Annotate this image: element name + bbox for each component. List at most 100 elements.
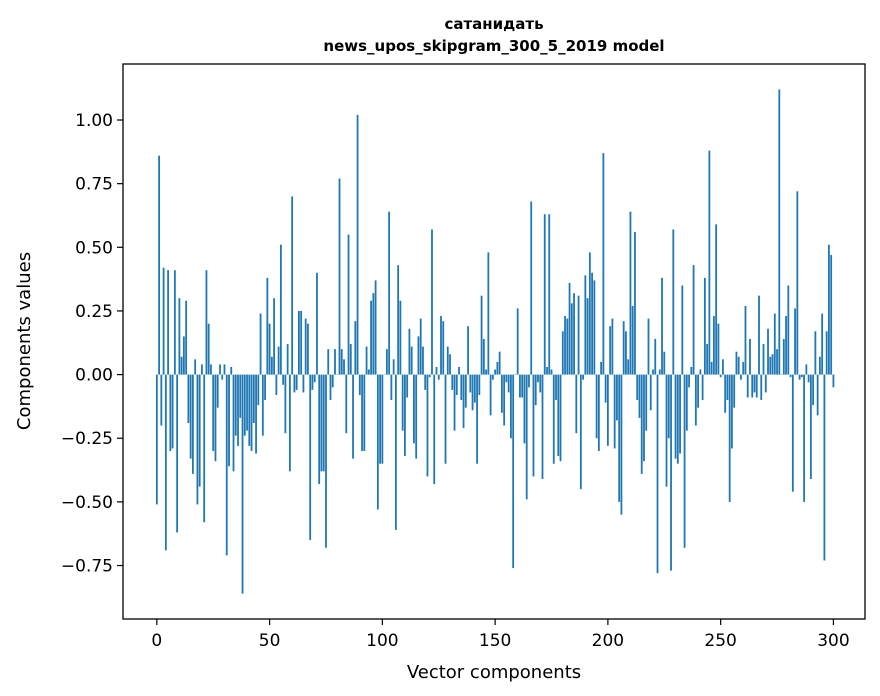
bar-157	[510, 374, 512, 439]
bar-297	[825, 331, 828, 375]
bar-195	[595, 374, 598, 439]
bar-16	[192, 374, 194, 474]
bar-171	[541, 374, 544, 479]
bar-299	[830, 254, 833, 375]
bar-77	[329, 374, 332, 401]
bar-215	[640, 374, 643, 474]
bar-139	[469, 374, 472, 393]
bar-127	[442, 321, 445, 375]
bar-60	[291, 196, 294, 375]
bar-61	[293, 374, 296, 393]
bar-249	[717, 323, 720, 375]
bar-221	[654, 338, 657, 375]
bar-231	[676, 374, 679, 464]
bar-294	[818, 356, 821, 375]
bar-124	[435, 366, 438, 375]
bar-275	[776, 349, 778, 375]
bar-219	[649, 374, 652, 411]
bar-67	[307, 323, 309, 375]
bar-212	[634, 232, 636, 375]
bar-152	[498, 351, 501, 375]
bar-3	[162, 267, 165, 375]
bar-196	[597, 374, 600, 451]
bar-9	[176, 374, 179, 533]
bar-210	[629, 211, 632, 375]
bar-84	[345, 374, 348, 434]
bar-223	[658, 369, 661, 375]
bar-137	[464, 374, 467, 408]
bar-165	[528, 374, 530, 388]
bar-53	[275, 374, 278, 395]
bar-209	[627, 359, 630, 375]
bar-268	[760, 374, 763, 401]
bar-174	[548, 214, 551, 375]
bar-36	[237, 374, 239, 446]
bar-44	[255, 374, 257, 454]
bar-182	[566, 318, 569, 375]
bar-183	[568, 282, 571, 375]
bar-79	[334, 349, 336, 375]
bar-95	[370, 300, 372, 375]
bar-188	[579, 374, 582, 490]
bar-110	[404, 374, 406, 457]
bar-19	[198, 374, 201, 487]
bar-178	[557, 374, 560, 457]
x-tick-label: 200	[592, 631, 624, 651]
bar-189	[582, 374, 584, 380]
y-tick-label: 0.75	[75, 175, 113, 195]
bar-132	[453, 374, 456, 431]
bar-13	[185, 300, 188, 375]
bar-246	[710, 361, 713, 375]
bar-244	[706, 344, 709, 375]
bar-147	[487, 252, 490, 375]
bar-261	[744, 305, 747, 375]
bar-7	[171, 374, 174, 449]
bar-65	[302, 374, 305, 393]
bar-176	[552, 374, 555, 464]
bar-185	[573, 293, 575, 375]
bar-258	[737, 356, 740, 375]
bar-240	[697, 374, 699, 408]
bar-283	[794, 308, 796, 375]
bar-134	[458, 366, 460, 375]
bar-140	[471, 374, 474, 411]
bar-24	[210, 364, 212, 375]
bar-33	[230, 366, 233, 375]
bar-20	[201, 364, 203, 375]
bar-93	[365, 346, 368, 375]
bar-56	[282, 374, 285, 385]
bar-193	[591, 272, 593, 375]
bar-37	[239, 374, 242, 418]
bar-122	[431, 229, 433, 375]
bar-45	[257, 374, 260, 406]
bar-86	[349, 344, 352, 375]
bar-143	[478, 374, 481, 395]
bar-83	[343, 359, 345, 375]
bar-279	[785, 316, 787, 375]
bar-213	[636, 374, 639, 401]
bar-41	[248, 374, 251, 446]
bar-107	[397, 265, 400, 375]
bar-237	[690, 366, 693, 375]
bar-100	[381, 374, 384, 464]
bar-192	[588, 252, 591, 375]
bar-121	[428, 374, 431, 378]
bar-145	[482, 338, 485, 375]
bar-243	[703, 277, 706, 375]
bar-76	[327, 349, 330, 375]
bar-252	[724, 374, 727, 413]
bar-128	[444, 374, 447, 464]
bar-156	[507, 374, 510, 393]
bar-199	[604, 374, 607, 403]
y-tick-label: 0.00	[75, 366, 113, 386]
bar-265	[753, 374, 756, 393]
bar-82	[340, 349, 343, 375]
x-tick-label: 150	[479, 631, 511, 651]
y-tick-label: −0.50	[61, 493, 113, 513]
chart-title-line-1: сатанидать	[444, 15, 543, 33]
bar-211	[631, 305, 634, 375]
bar-149	[491, 374, 494, 380]
bar-245	[708, 150, 711, 375]
bar-8	[173, 270, 176, 375]
bar-71	[316, 272, 318, 375]
